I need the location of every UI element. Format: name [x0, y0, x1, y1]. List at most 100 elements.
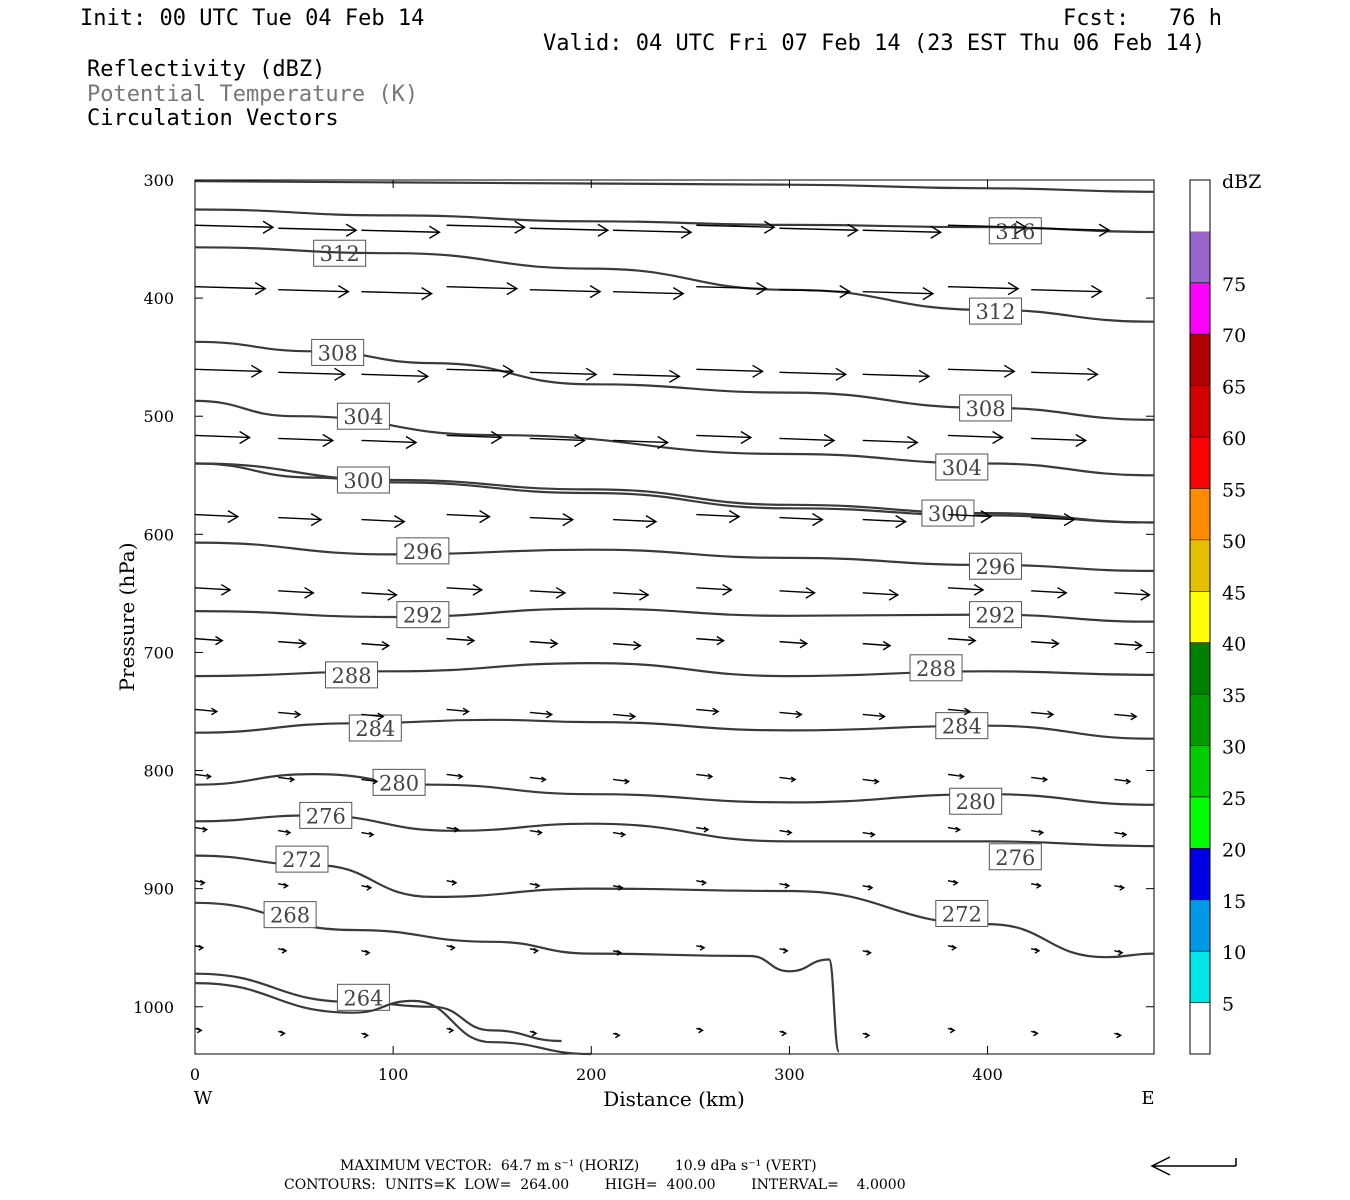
wind-vector: [446, 587, 482, 591]
wind-vector-head: [1130, 712, 1138, 721]
y-axis-label: Pressure (hPa): [115, 543, 139, 692]
x-end-west: W: [194, 1088, 213, 1109]
wind-vector-head: [211, 707, 219, 716]
wind-vector-head: [864, 1032, 871, 1039]
contour-label-box: [336, 983, 390, 1011]
wind-vector: [696, 224, 775, 228]
wind-vector: [194, 368, 262, 373]
wind-vector: [194, 434, 250, 439]
wind-vector-head: [417, 369, 430, 383]
wind-vector-head: [506, 282, 519, 296]
contour-label: 288: [331, 664, 371, 688]
wind-vector-head: [363, 1032, 370, 1039]
wind-vector-head: [531, 1030, 538, 1037]
wind-vector: [361, 439, 417, 444]
wind-vector-head: [805, 586, 816, 599]
colorbar-swatch: [1190, 539, 1210, 592]
contour-label-box: [909, 654, 963, 682]
wind-vector-head: [756, 282, 768, 296]
wind-vector: [361, 642, 389, 647]
contour-label: 300: [343, 469, 383, 493]
x-end-east: E: [1141, 1088, 1154, 1109]
wind-vector-head: [823, 433, 836, 448]
wind-vector-head: [239, 430, 251, 445]
wind-vector-head: [472, 583, 484, 596]
wind-vector-head: [799, 638, 809, 649]
wind-vector-head: [537, 829, 543, 836]
wind-vector: [446, 285, 517, 290]
wind-vector: [278, 776, 294, 781]
wind-vector: [612, 778, 629, 783]
wind-vector: [529, 590, 565, 594]
wind-vector: [613, 229, 692, 233]
wind-vector-head: [206, 773, 212, 780]
wind-vector-head: [790, 776, 797, 783]
wind-vector-head: [1140, 588, 1151, 601]
wind-vector-head: [952, 879, 959, 886]
wind-vector-head: [597, 223, 610, 237]
forecast-hour: Fcst: 76 h: [1063, 6, 1222, 31]
wind-vector-head: [707, 773, 714, 780]
contour-label-box: [935, 712, 989, 740]
wind-vector-head: [624, 778, 631, 785]
colorbar-level-label: 50: [1222, 531, 1246, 553]
wind-vector-head: [555, 586, 567, 599]
wind-vector-head: [1051, 638, 1060, 649]
y-tick-label: 1000: [133, 998, 174, 1017]
wind-vector-head: [752, 364, 764, 378]
wind-vector: [696, 368, 763, 373]
wind-vector: [529, 371, 597, 376]
wind-vector: [779, 437, 835, 442]
wind-vector: [446, 773, 463, 778]
wind-vector-head: [949, 1027, 956, 1034]
wind-vector: [779, 227, 858, 231]
wind-vector-head: [387, 588, 398, 601]
wind-vector-head: [1063, 513, 1076, 527]
contour-label: 284: [355, 717, 395, 741]
contour-lines: 316 312 312 308 308 304 304 300 300 296 296 292 292 2…: [194, 180, 1155, 1056]
wind-vector: [446, 368, 513, 373]
contour-info-text: CONTOURS: UNITS=K LOW= 264.00 HIGH= 400.…: [284, 1177, 906, 1193]
wind-vector-head: [784, 882, 791, 889]
wind-vector-head: [364, 949, 371, 956]
wind-vector-head: [545, 710, 554, 719]
wind-vector: [529, 516, 573, 521]
wind-vector: [1114, 778, 1131, 783]
wind-vector-head: [262, 220, 275, 234]
wind-vector-head: [462, 707, 470, 716]
wind-vector-head: [490, 430, 503, 445]
wind-vector-head: [922, 287, 935, 301]
wind-vector-head: [1117, 949, 1124, 956]
contour-label-box: [988, 217, 1042, 245]
wind-vector-head: [199, 879, 206, 886]
wind-vector-head: [589, 285, 602, 299]
wind-vector: [696, 587, 732, 591]
wind-vector: [613, 290, 684, 295]
wind-vector: [696, 826, 709, 831]
wind-vector: [529, 711, 552, 716]
y-tick-label: 300: [143, 171, 174, 190]
wind-vector-head: [959, 773, 965, 780]
wind-vector: [779, 711, 802, 716]
wind-vector: [613, 439, 668, 444]
wind-vector-head: [873, 778, 880, 785]
max-vector-text: MAXIMUM VECTOR: 64.7 m s⁻¹ (HORIZ) 10.9 …: [340, 1158, 817, 1174]
contour-label-box: [263, 901, 317, 929]
contour-label-box: [935, 899, 989, 927]
wind-vector: [1031, 288, 1102, 293]
wind-vector-head: [338, 285, 350, 299]
colorbar-swatch: [1190, 642, 1210, 695]
contour-label: 304: [343, 405, 383, 429]
wind-vector: [194, 285, 266, 290]
wind-vector-head: [701, 879, 708, 886]
contour-label: 312: [320, 242, 360, 266]
field-potential-temperature: Potential Temperature (K): [87, 82, 419, 107]
wind-vector-head: [657, 435, 670, 450]
wind-vector-head: [968, 635, 977, 646]
wind-vector-head: [283, 882, 289, 889]
wind-vector: [278, 227, 357, 231]
colorbar-swatch: [1190, 951, 1210, 1003]
wind-vector-head: [534, 882, 541, 889]
wind-vector-head: [1042, 776, 1049, 783]
wind-vector: [1031, 437, 1086, 442]
